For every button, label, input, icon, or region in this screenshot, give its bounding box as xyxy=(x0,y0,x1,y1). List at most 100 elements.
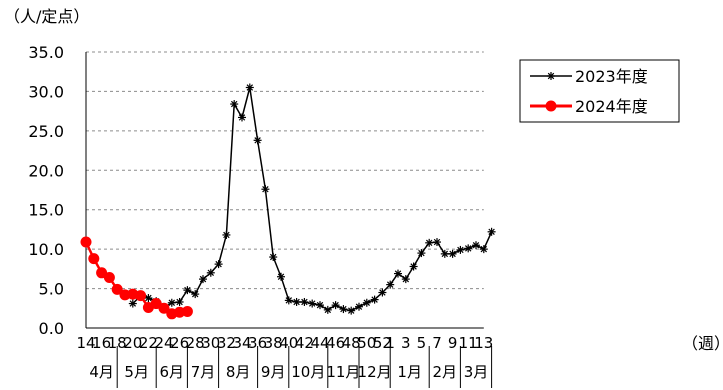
data-point xyxy=(181,305,193,317)
legend: 2023年度 2024年度 xyxy=(519,59,680,123)
x-tick-label: 7 xyxy=(432,334,442,352)
x-tick-label: 3 xyxy=(401,334,411,352)
month-label: 10月 xyxy=(291,363,325,381)
data-point xyxy=(230,100,239,109)
data-point xyxy=(370,295,379,304)
legend-label: 2024年度 xyxy=(575,97,648,116)
x-tick-label: 46 xyxy=(326,334,345,352)
data-point xyxy=(284,296,293,305)
x-tick-label: 34 xyxy=(232,334,251,352)
data-point xyxy=(222,230,231,239)
data-point xyxy=(401,275,410,284)
data-point xyxy=(80,236,92,248)
x-tick-label: 22 xyxy=(139,334,158,352)
legend-marker xyxy=(545,100,557,112)
y-tick-label: 15.0 xyxy=(28,201,64,220)
x-tick-label: 11 xyxy=(459,334,478,352)
x-tick-label: 26 xyxy=(170,334,189,352)
month-label: 4月 xyxy=(89,363,114,381)
legend-label: 2023年度 xyxy=(575,67,648,86)
y-tick-label: 10.0 xyxy=(28,240,64,259)
data-point xyxy=(300,297,309,306)
data-point xyxy=(448,249,457,258)
data-point xyxy=(191,290,200,299)
series-1 xyxy=(128,83,496,315)
y-tick-label: 20.0 xyxy=(28,161,64,180)
legend-box xyxy=(519,59,680,123)
data-point xyxy=(128,299,137,308)
x-axis-unit-label: （週） xyxy=(682,334,723,353)
x-tick-label: 5 xyxy=(417,334,427,352)
data-point xyxy=(308,299,317,308)
x-tick-labels: 1416182022242628303234363840424446485052… xyxy=(76,334,493,352)
data-point xyxy=(111,283,123,295)
y-tick-label: 25.0 xyxy=(28,122,64,141)
data-point xyxy=(331,301,340,310)
data-point xyxy=(158,302,170,314)
data-point xyxy=(378,288,387,297)
data-point xyxy=(394,269,402,278)
x-tick-label: 40 xyxy=(279,334,298,352)
data-point xyxy=(261,185,270,194)
x-tick-label: 44 xyxy=(310,334,329,352)
x-tick-label: 42 xyxy=(295,334,314,352)
x-tick-label: 48 xyxy=(342,334,361,352)
y-tick-label: 0.0 xyxy=(39,319,64,338)
x-tick-label: 50 xyxy=(357,334,376,352)
month-label: 8月 xyxy=(226,363,251,381)
x-tick-label: 14 xyxy=(76,334,95,352)
x-tick-label: 38 xyxy=(264,334,283,352)
x-tick-label: 30 xyxy=(201,334,220,352)
data-point xyxy=(175,297,184,306)
data-point xyxy=(425,238,434,247)
data-point xyxy=(479,245,488,254)
month-label: 5月 xyxy=(124,363,149,381)
month-label: 1月 xyxy=(397,363,422,381)
data-point xyxy=(409,262,418,271)
x-tick-label: 28 xyxy=(186,334,205,352)
month-label: 12月 xyxy=(358,363,392,381)
data-point xyxy=(183,286,192,295)
y-axis-unit-label: （人/定点） xyxy=(4,7,90,26)
data-point xyxy=(417,249,426,258)
data-point xyxy=(433,238,441,247)
month-label: 11月 xyxy=(326,363,360,381)
data-point xyxy=(206,268,215,277)
legend-marker xyxy=(547,72,555,80)
data-point xyxy=(167,298,176,307)
data-point xyxy=(238,113,246,122)
data-point xyxy=(214,260,223,269)
month-label: 2月 xyxy=(433,363,458,381)
data-point xyxy=(339,305,348,314)
data-point xyxy=(386,280,395,289)
x-tick-label: 9 xyxy=(448,334,458,352)
data-point xyxy=(316,301,324,310)
data-point xyxy=(472,241,480,250)
gridlines xyxy=(86,51,484,290)
x-tick-label: 18 xyxy=(108,334,127,352)
month-label: 7月 xyxy=(191,363,216,381)
data-point xyxy=(355,302,363,311)
data-point xyxy=(323,305,332,314)
series-2 xyxy=(80,236,193,320)
data-point xyxy=(487,227,496,236)
x-tick-label: 16 xyxy=(92,334,111,352)
axes xyxy=(85,52,484,329)
series xyxy=(80,83,496,320)
data-point xyxy=(456,245,465,254)
data-point xyxy=(292,297,301,306)
data-point xyxy=(88,253,100,265)
data-point xyxy=(245,83,254,92)
x-tick-label: 36 xyxy=(248,334,267,352)
x-tick-label: 1 xyxy=(385,334,395,352)
series-line xyxy=(132,87,493,312)
x-tick-label: 52 xyxy=(373,334,392,352)
month-label: 6月 xyxy=(160,363,185,381)
y-tick-label: 35.0 xyxy=(28,43,64,62)
x-tick-label: 24 xyxy=(154,334,173,352)
y-tick-labels: 0.0 5.0 10.0 15.0 20.0 25.0 30.0 35.0 xyxy=(28,43,64,338)
x-tick-label: 32 xyxy=(217,334,236,352)
data-point xyxy=(269,253,278,262)
